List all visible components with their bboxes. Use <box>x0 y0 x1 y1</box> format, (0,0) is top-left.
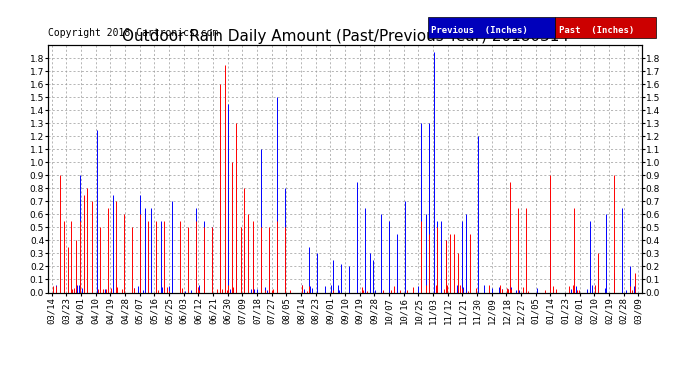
Title: Outdoor Rain Daily Amount (Past/Previous Year) 20180314: Outdoor Rain Daily Amount (Past/Previous… <box>121 29 569 44</box>
Text: Past  (Inches): Past (Inches) <box>559 26 634 34</box>
Text: Previous  (Inches): Previous (Inches) <box>431 26 528 34</box>
Text: Copyright 2018 Cartronics.com: Copyright 2018 Cartronics.com <box>48 28 219 38</box>
